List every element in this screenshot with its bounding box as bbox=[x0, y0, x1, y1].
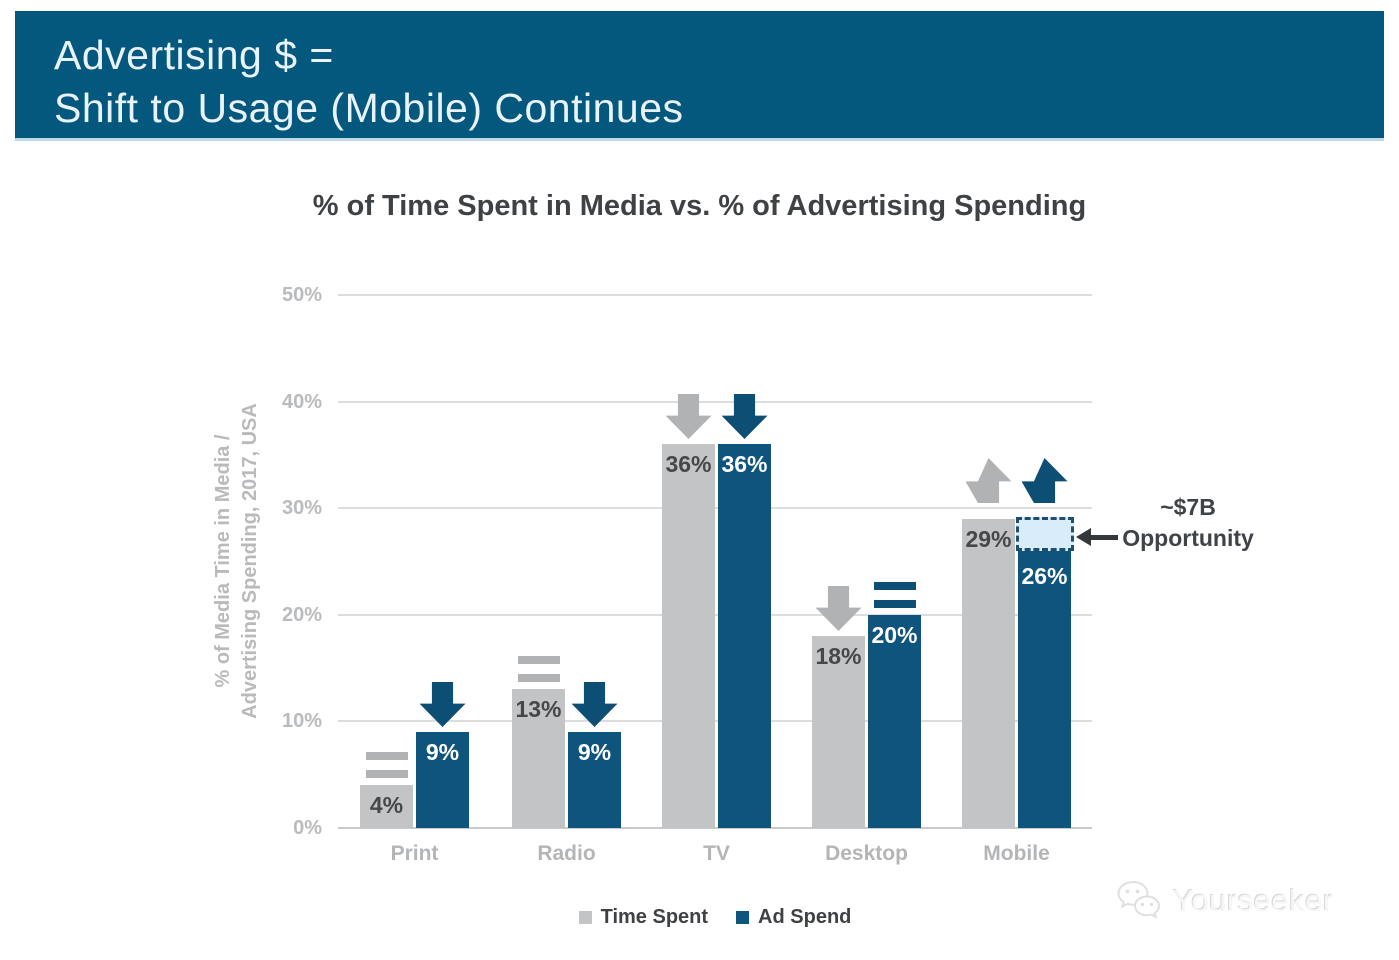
bar-time-spent-tv: 36% bbox=[662, 444, 715, 828]
bar-ad-spend-radio: 9% bbox=[568, 732, 621, 828]
opportunity-label: Opportunity bbox=[1122, 525, 1254, 551]
trend-equal-icon-time-spent-radio bbox=[517, 656, 560, 682]
trend-equal-bar bbox=[365, 752, 408, 760]
value-label-time-spent-mobile: 29% bbox=[965, 526, 1012, 552]
opportunity-amount: ~$7B bbox=[1160, 494, 1216, 520]
opportunity-gap-box bbox=[1016, 517, 1074, 551]
y-axis-label: % of Media Time in Media / Advertising S… bbox=[210, 403, 264, 719]
trend-equal-icon-ad-spend-desktop bbox=[873, 582, 916, 608]
trend-equal-icon-time-spent-print bbox=[365, 752, 408, 778]
y-tick-label-10%: 10% bbox=[281, 710, 322, 733]
plot-area: 0% 10% 20% 30% 40% 50% Print 4% 9% Radio 13% 9% TV 36… bbox=[282, 284, 1092, 865]
trend-equal-bar bbox=[365, 770, 408, 778]
legend-item-time-spent: Time Spent bbox=[578, 906, 709, 929]
x-axis-label-mobile: Mobile bbox=[983, 842, 1050, 865]
gridline-30% bbox=[338, 507, 1092, 510]
y-tick-label-50%: 50% bbox=[281, 284, 322, 306]
gridline-20% bbox=[338, 613, 1092, 616]
trend-equal-bar bbox=[873, 582, 916, 590]
bar-ad-spend-tv: 36% bbox=[718, 444, 771, 828]
bar-ad-spend-mobile: 26% bbox=[1018, 551, 1071, 828]
trend-down-icon-time-spent-desktop bbox=[815, 586, 862, 631]
value-label-ad-spend-print: 9% bbox=[425, 739, 460, 765]
header-title-line1: Advertising $ = bbox=[54, 32, 334, 78]
y-tick-label-0%: 0% bbox=[293, 817, 322, 839]
opportunity-annotation: ~$7B Opportunity bbox=[1122, 492, 1254, 554]
value-label-ad-spend-desktop: 20% bbox=[871, 622, 918, 648]
wechat-icon bbox=[1117, 880, 1161, 919]
chart-title: % of Time Spent in Media vs. % of Advert… bbox=[312, 190, 1087, 222]
trend-up-icon-time-spent-mobile bbox=[965, 458, 1012, 503]
value-label-time-spent-tv: 36% bbox=[665, 451, 712, 477]
annotation-arrow-line bbox=[1089, 535, 1118, 540]
x-axis-label-print: Print bbox=[390, 842, 439, 865]
value-label-ad-spend-tv: 36% bbox=[721, 451, 768, 477]
y-tick-label-40%: 40% bbox=[281, 390, 322, 413]
y-axis-label-line1: % of Media Time in Media / bbox=[212, 434, 234, 688]
bar-time-spent-mobile: 29% bbox=[962, 519, 1015, 828]
trend-equal-bar bbox=[517, 674, 560, 682]
legend-item-ad-spend: Ad Spend bbox=[736, 906, 851, 929]
legend-label-ad-spend: Ad Spend bbox=[758, 906, 852, 928]
y-axis-label-line2: Advertising Spending, 2017, USA bbox=[239, 403, 261, 719]
x-axis-label-tv: TV bbox=[703, 842, 730, 865]
header-banner: Advertising $ = Shift to Usage (Mobile) … bbox=[15, 11, 1384, 138]
ad-spend-swatch-icon bbox=[736, 911, 750, 924]
value-label-time-spent-print: 4% bbox=[369, 792, 404, 818]
gridline-40% bbox=[338, 400, 1092, 403]
gridline-10% bbox=[338, 720, 1092, 723]
value-label-ad-spend-radio: 9% bbox=[577, 739, 612, 765]
bar-time-spent-print: 4% bbox=[360, 785, 413, 828]
watermark: Yourseeker bbox=[1113, 878, 1334, 924]
time-spent-swatch-icon bbox=[578, 911, 592, 924]
header-title-line2: Shift to Usage (Mobile) Continues bbox=[54, 85, 684, 131]
value-label-ad-spend-mobile: 26% bbox=[1021, 563, 1068, 589]
watermark-text: Yourseeker bbox=[1173, 883, 1334, 918]
y-tick-label-30%: 30% bbox=[281, 497, 322, 520]
trend-equal-bar bbox=[517, 656, 560, 664]
bar-ad-spend-desktop: 20% bbox=[868, 615, 921, 828]
y-tick-label-20%: 20% bbox=[281, 603, 322, 626]
x-axis-label-radio: Radio bbox=[537, 842, 596, 865]
bar-ad-spend-print: 9% bbox=[416, 732, 469, 828]
trend-up-icon-ad-spend-mobile bbox=[1021, 458, 1068, 503]
annotation-arrow-icon bbox=[1076, 528, 1091, 546]
legend: Time Spent Ad Spend bbox=[338, 906, 1092, 929]
trend-equal-bar bbox=[873, 600, 916, 608]
legend-label-time-spent: Time Spent bbox=[600, 906, 709, 928]
gridline-50% bbox=[338, 294, 1092, 296]
bar-time-spent-radio: 13% bbox=[512, 689, 565, 828]
x-axis-label-desktop: Desktop bbox=[825, 842, 908, 865]
value-label-time-spent-radio: 13% bbox=[515, 696, 562, 722]
gridline-0% bbox=[338, 827, 1092, 829]
value-label-time-spent-desktop: 18% bbox=[815, 643, 862, 669]
bar-time-spent-desktop: 18% bbox=[812, 636, 865, 828]
